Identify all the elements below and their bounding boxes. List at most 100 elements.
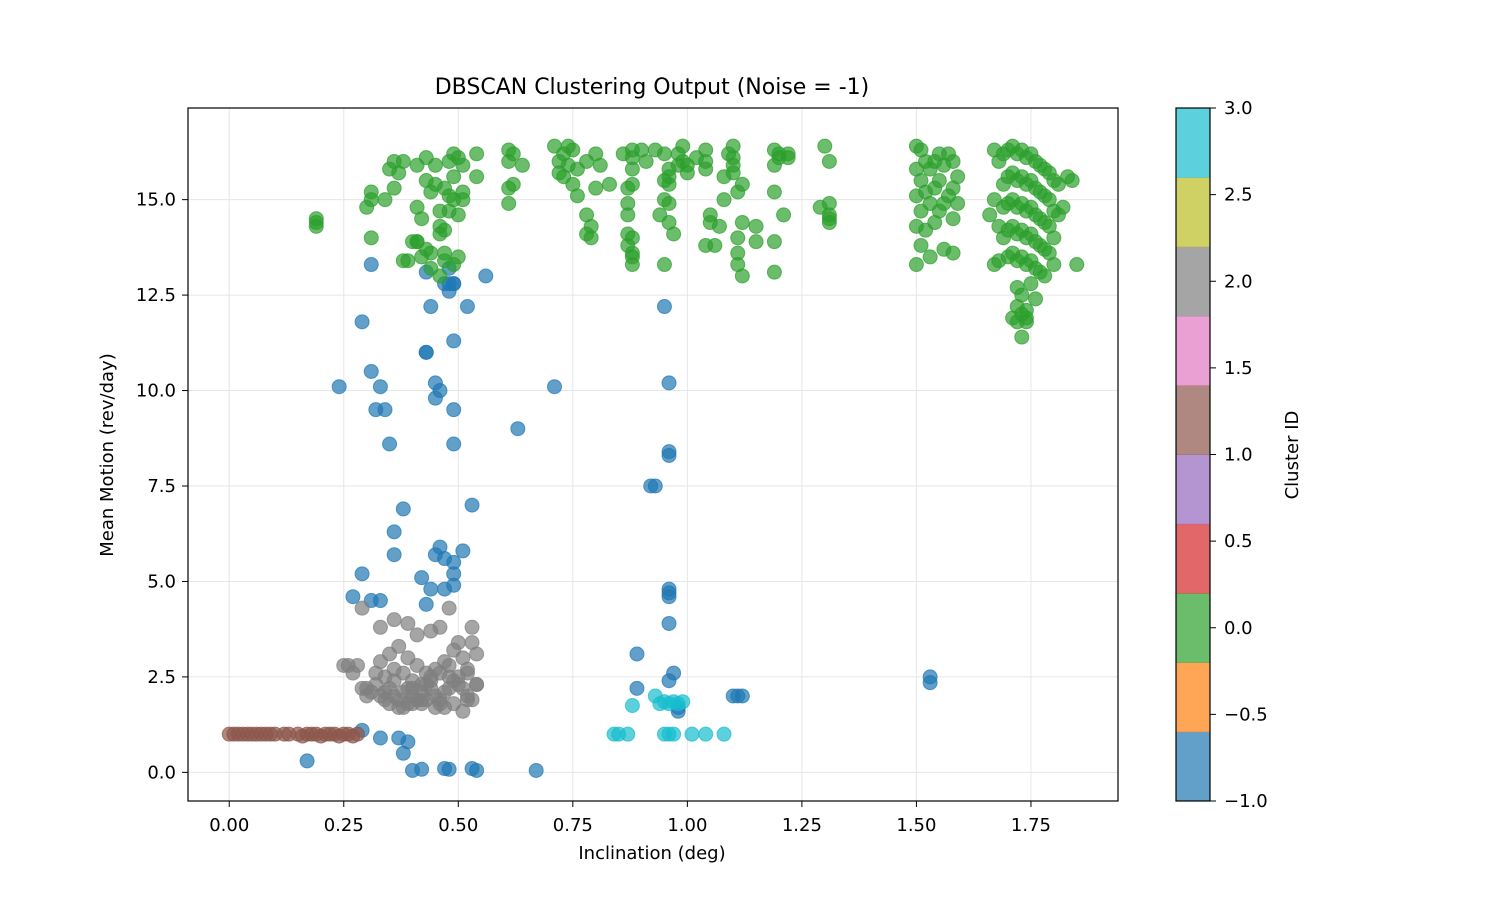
data-point — [372, 619, 388, 635]
data-point — [982, 207, 998, 223]
data-point — [395, 501, 411, 517]
data-point — [336, 657, 352, 673]
data-point — [638, 153, 654, 169]
data-point — [624, 176, 640, 192]
data-point — [391, 730, 407, 746]
x-tick-label: 1.75 — [1011, 815, 1051, 836]
data-point — [698, 726, 714, 742]
x-tick-label: 0.25 — [324, 815, 364, 836]
data-point — [446, 276, 462, 292]
data-point — [776, 207, 792, 223]
colorbar-segment — [1176, 454, 1210, 525]
data-point — [469, 169, 485, 185]
data-point — [432, 696, 448, 712]
data-point — [766, 234, 782, 250]
data-point — [441, 761, 457, 777]
grid — [188, 108, 1118, 801]
data-point — [908, 257, 924, 273]
data-point — [661, 195, 677, 211]
data-point — [1023, 276, 1039, 292]
data-point — [569, 188, 585, 204]
data-point — [437, 180, 453, 196]
data-point — [661, 176, 677, 192]
colorbar-tick-label: 0.0 — [1224, 618, 1253, 639]
colorbar-segment — [1176, 385, 1210, 455]
data-point — [446, 169, 462, 185]
data-point — [629, 680, 645, 696]
y-tick-label: 7.5 — [147, 476, 176, 497]
data-point — [354, 314, 370, 330]
x-tick-label: 0.75 — [553, 815, 593, 836]
data-point — [404, 234, 420, 250]
y-tick-label: 0.0 — [147, 762, 176, 783]
x-tick-label: 1.00 — [667, 815, 707, 836]
y-axis-label: Mean Motion (rev/day) — [97, 353, 118, 556]
data-point — [528, 762, 544, 778]
y-tick-label: 2.5 — [147, 667, 176, 688]
data-point — [679, 165, 695, 181]
data-point — [459, 665, 475, 681]
data-point — [1018, 314, 1034, 330]
data-point — [950, 195, 966, 211]
colorbar-tick-label: 1.5 — [1224, 358, 1253, 379]
data-point — [386, 524, 402, 540]
colorbar-label: Cluster ID — [1282, 411, 1303, 500]
data-point — [446, 333, 462, 349]
y-tick-label: 15.0 — [136, 190, 176, 211]
colorbar-tick-label: 0.5 — [1224, 531, 1253, 552]
colorbar-tick-label: 3.0 — [1224, 98, 1253, 119]
colorbar-tick-label: 2.0 — [1224, 271, 1253, 292]
data-point — [386, 673, 402, 689]
data-point — [661, 447, 677, 463]
data-point — [1046, 257, 1062, 273]
data-point — [377, 192, 393, 208]
data-point — [1037, 268, 1053, 284]
data-point — [734, 268, 750, 284]
data-point — [656, 257, 672, 273]
data-point — [1014, 329, 1030, 345]
data-point — [505, 146, 521, 162]
data-point — [414, 692, 430, 708]
data-point — [922, 675, 938, 691]
colorbar-tick-label: 1.0 — [1224, 445, 1253, 466]
data-point — [501, 195, 517, 211]
data-point — [922, 249, 938, 265]
data-point — [386, 612, 402, 628]
data-point — [734, 176, 750, 192]
plot-frame — [187, 107, 1119, 802]
colorbar-tick-label: 2.5 — [1224, 185, 1253, 206]
data-point — [331, 379, 347, 395]
data-point — [711, 218, 727, 234]
data-point — [404, 680, 420, 696]
data-point — [725, 165, 741, 181]
data-point — [395, 253, 411, 269]
colorbar-tick-label: −0.5 — [1224, 704, 1268, 725]
data-point — [377, 402, 393, 418]
data-point — [446, 436, 462, 452]
colorbar-tick-label: −1.0 — [1224, 791, 1268, 812]
data-point — [931, 173, 947, 189]
data-point — [510, 421, 526, 437]
colorbar-segment — [1176, 315, 1210, 386]
data-point — [345, 589, 361, 605]
data-point — [620, 207, 636, 223]
data-point — [716, 726, 732, 742]
data-point — [446, 696, 462, 712]
data-point — [400, 615, 416, 631]
colorbar-segment — [1176, 246, 1210, 317]
data-point — [432, 619, 448, 635]
data-point — [455, 157, 471, 173]
data-point — [1064, 173, 1080, 189]
data-point — [730, 230, 746, 246]
data-point — [702, 207, 718, 223]
data-point — [620, 726, 636, 742]
data-point — [666, 726, 682, 742]
data-point — [945, 153, 961, 169]
data-point — [459, 299, 475, 315]
data-point — [450, 207, 466, 223]
data-point — [464, 619, 480, 635]
x-tick-label: 1.25 — [782, 815, 822, 836]
data-point — [1055, 199, 1071, 215]
data-point — [913, 237, 929, 253]
